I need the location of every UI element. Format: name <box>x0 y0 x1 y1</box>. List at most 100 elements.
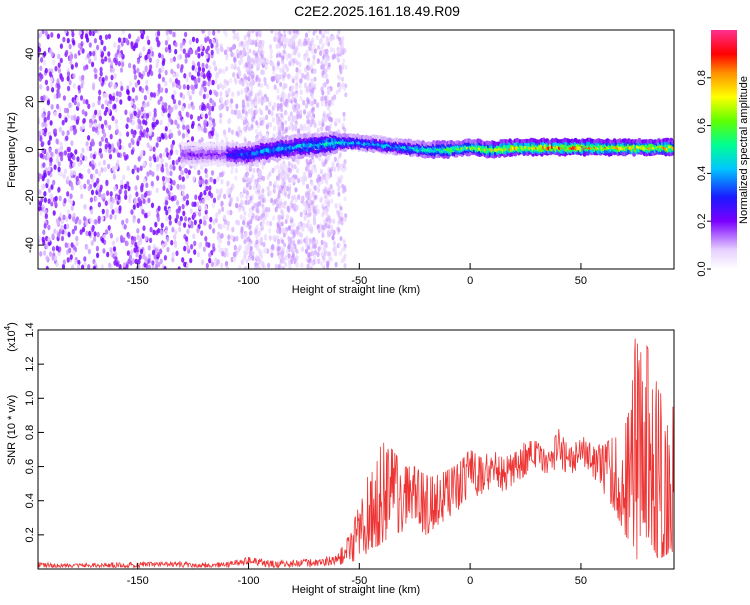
spectrogram-noise-cell <box>241 258 245 265</box>
spectrogram-noise-cell <box>166 36 170 42</box>
spectrogram-noise-cell <box>249 245 253 252</box>
spectrogram-noise-cell <box>142 119 146 125</box>
spectrogram-noise-cell <box>307 203 311 209</box>
spectrogram-noise-cell <box>299 41 303 48</box>
spectrogram-noise-cell <box>259 116 263 122</box>
spectrogram-noise-cell <box>178 110 182 117</box>
spectrogram-noise-cell <box>273 180 278 186</box>
spectrogram-noise-cell <box>130 100 134 106</box>
spectrogram-noise-cell <box>133 164 137 171</box>
spectrogram-noise-cell <box>219 68 223 74</box>
spectrogram-noise-cell <box>294 93 299 99</box>
spectrogram-noise-cell <box>214 78 218 85</box>
spectrogram-noise-cell <box>43 191 47 197</box>
spectrogram-noise-cell <box>182 184 186 190</box>
spectrogram-noise-cell <box>194 83 198 90</box>
spectrogram-noise-cell <box>194 67 198 73</box>
spectrogram-noise-cell <box>307 219 310 225</box>
spectrogram-noise-cell <box>58 195 62 202</box>
spectrogram-noise-cell <box>161 175 166 182</box>
spectrogram-noise-cell <box>321 83 325 89</box>
spectrogram-noise-cell <box>247 212 251 218</box>
spectrogram-noise-cell <box>212 30 216 36</box>
spectrogram-noise-cell <box>271 105 275 111</box>
spectrogram-noise-cell <box>331 161 335 168</box>
spectrogram-noise-cell <box>252 184 257 191</box>
spectrogram-noise-cell <box>227 240 231 246</box>
spectrogram-noise-cell <box>113 73 117 79</box>
spectrogram-noise-cell <box>306 71 310 77</box>
spectrogram-noise-cell <box>40 73 44 80</box>
spectrogram-noise-cell <box>151 131 155 138</box>
spectrogram-noise-cell <box>272 125 277 132</box>
spectrogram-noise-cell <box>170 239 174 246</box>
spectrogram-noise-cell <box>321 212 324 218</box>
spectrogram-noise-cell <box>334 250 338 257</box>
spectrogram-noise-cell <box>70 242 74 248</box>
spectrogram-noise-cell <box>164 87 168 94</box>
spectrogram-noise-cell <box>341 76 345 82</box>
spectrogram-noise-cell <box>342 58 346 64</box>
spectrogram-noise-cell <box>292 107 296 113</box>
spectrogram-noise-cell <box>168 214 172 221</box>
spectrogram-noise-cell <box>339 236 343 242</box>
spectrogram-noise-cell <box>287 236 291 241</box>
spectrogram-noise-cell <box>329 46 333 53</box>
spectrogram-noise-cell <box>58 126 62 133</box>
spectrogram-noise-cell <box>341 62 345 68</box>
spectrogram-noise-cell <box>167 184 171 190</box>
spectrogram-noise-cell <box>219 118 223 124</box>
spectrogram-noise-cell <box>272 215 276 221</box>
spectrogram-noise-cell <box>326 113 330 119</box>
spectrogram-noise-cell <box>85 244 89 251</box>
spectrogram-noise-cell <box>282 232 286 238</box>
spectrogram-noise-cell <box>278 189 281 195</box>
spectrogram-noise-cell <box>50 32 54 38</box>
spectrogram-noise-cell <box>340 174 344 180</box>
spectrogram-noise-cell <box>201 259 205 266</box>
spectrogram-noise-cell <box>304 32 309 38</box>
spectrogram-noise-cell <box>237 220 241 226</box>
spectrogram-noise-cell <box>210 130 215 137</box>
spectrogram-noise-cell <box>131 119 136 126</box>
spectrogram-noise-cell <box>225 66 229 72</box>
spectrogram-noise-cell <box>216 49 220 55</box>
spectrogram-noise-cell <box>63 168 67 175</box>
spectrogram-noise-cell <box>255 128 259 135</box>
spectrogram-noise-cell <box>331 234 335 241</box>
spectrogram-noise-cell <box>140 193 144 200</box>
spectrogram-noise-cell <box>337 128 341 134</box>
spectrogram-noise-cell <box>317 181 321 188</box>
spectrogram-noise-cell <box>341 44 344 50</box>
spectrogram-noise-cell <box>185 76 189 83</box>
spectrogram-noise-cell <box>225 55 229 61</box>
spectrogram-noise-cell <box>53 111 58 117</box>
spectrogram-noise-cell <box>287 244 291 250</box>
spectrogram-noise-cell <box>136 228 140 234</box>
spectrogram-noise-cell <box>295 45 299 51</box>
spectrogram-noise-cell <box>250 99 254 105</box>
spectrogram-noise-cell <box>333 156 337 163</box>
spectrogram-noise-cell <box>313 82 317 88</box>
spectrogram-noise-cell <box>106 190 110 196</box>
spectrogram-noise-cell <box>307 125 311 131</box>
spectrogram-noise-cell <box>141 208 145 215</box>
spectrogram-noise-cell <box>307 173 311 179</box>
spectrogram-noise-cell <box>284 110 288 116</box>
spectrogram-noise-cell <box>311 94 315 100</box>
spectrogram-noise-cell <box>190 84 194 91</box>
spectrogram-noise-cell <box>102 159 106 166</box>
spectrogram-noise-cell <box>268 101 272 107</box>
spectrogram-noise-cell <box>52 179 56 186</box>
spectrogram-noise-cell <box>337 118 341 124</box>
spectrogram-noise-cell <box>212 38 216 45</box>
spectrogram-noise-cell <box>344 92 348 98</box>
spectrogram-noise-cell <box>201 62 205 69</box>
spectrogram-noise-cell <box>165 30 169 35</box>
spectrogram-noise-cell <box>259 110 264 116</box>
spectrogram-noise-cell <box>294 197 298 203</box>
spectrogram-noise-cell <box>151 265 155 269</box>
spectrogram-noise-cell <box>337 87 341 93</box>
spectrogram-noise-cell <box>181 170 185 176</box>
spectrogram-noise-cell <box>265 105 269 111</box>
